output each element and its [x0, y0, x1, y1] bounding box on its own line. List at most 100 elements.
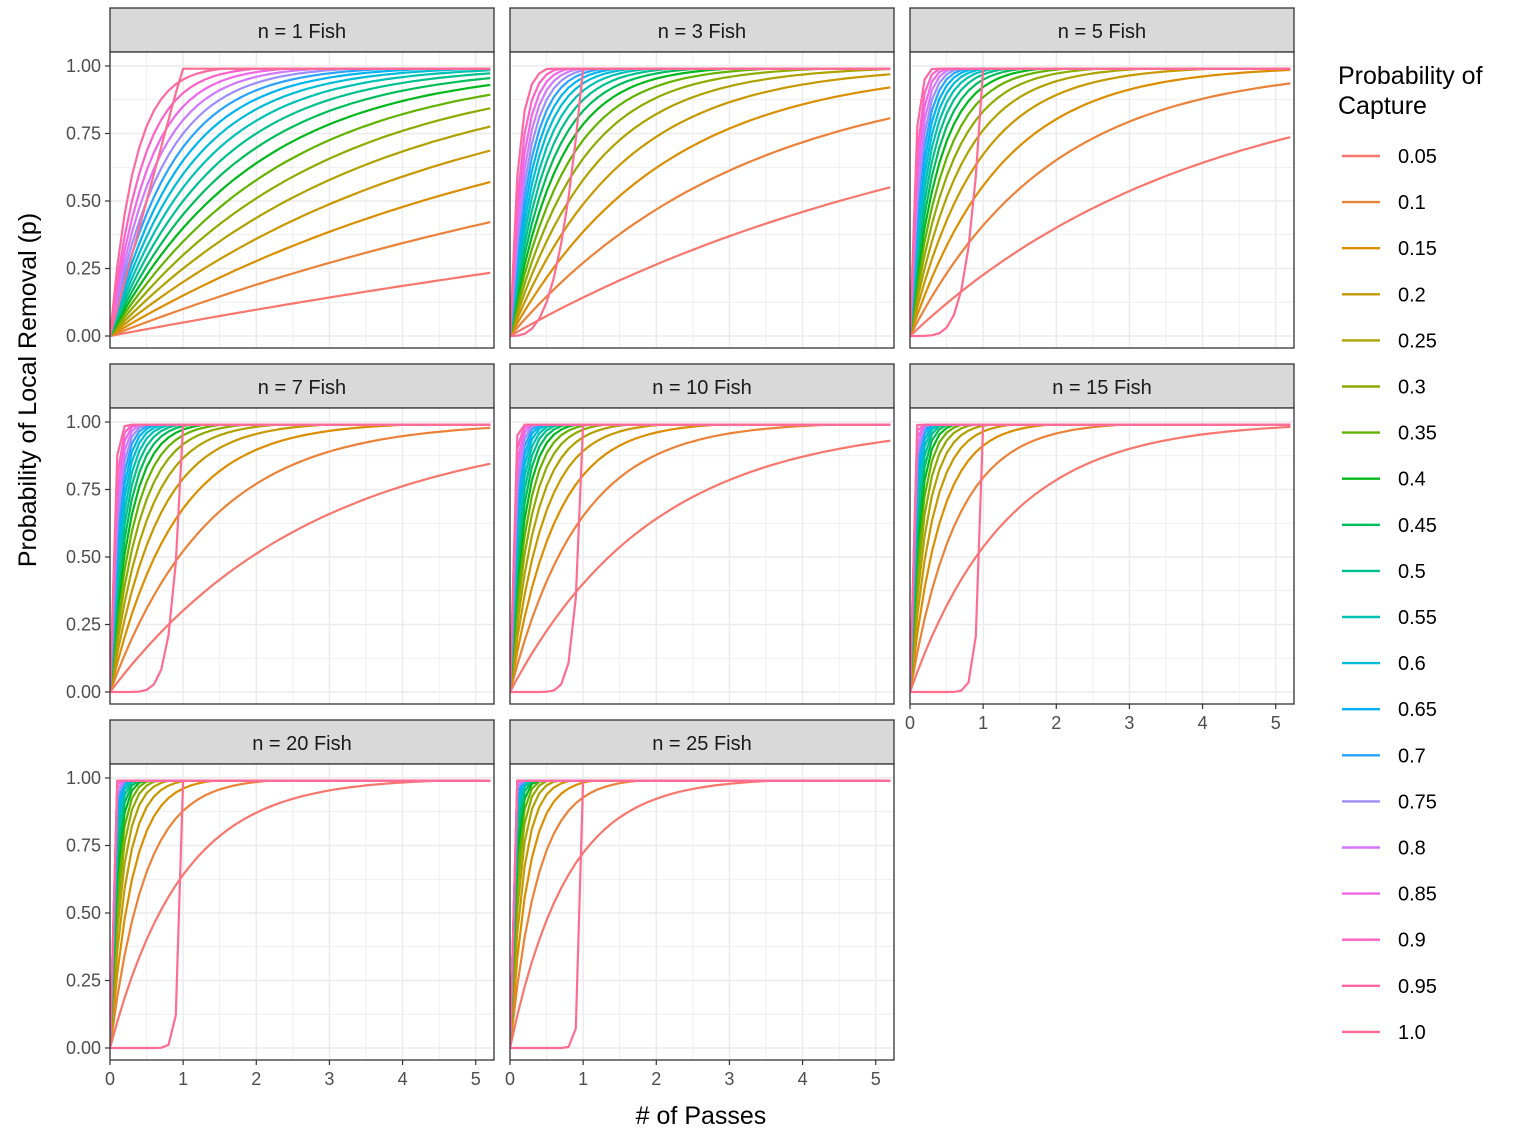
legend-label: 0.85 — [1398, 884, 1437, 906]
facet-panel: n = 25 Fish 0 1 2 3 4 5 — [505, 719, 895, 1089]
series-line — [910, 82, 1291, 337]
panel-border — [109, 763, 495, 1061]
series-line — [110, 149, 491, 337]
series-lines — [110, 779, 491, 1050]
series-lines — [910, 67, 1291, 338]
legend-label: 0.9 — [1398, 930, 1426, 952]
series-line — [110, 779, 491, 1050]
legend-label: 0.4 — [1398, 469, 1426, 491]
y-tick-label: 0.75 — [66, 480, 101, 500]
panel-border — [509, 763, 895, 1061]
y-axis-label: Probability of Local Removal (p) — [14, 213, 42, 567]
plot-background — [510, 408, 894, 704]
legend-label: 0.75 — [1398, 791, 1437, 813]
series-line — [910, 136, 1291, 337]
panel-border — [909, 407, 1295, 705]
plot-background — [510, 52, 894, 348]
facet-strip — [509, 719, 895, 765]
facet-title: n = 20 Fish — [252, 733, 352, 755]
x-tick-label: 1 — [978, 713, 988, 733]
y-tick-label: 0.25 — [66, 971, 101, 991]
facet-panel: n = 5 Fish — [909, 7, 1295, 349]
x-tick-label: 5 — [871, 1069, 881, 1089]
x-tick-label: 3 — [724, 1069, 734, 1089]
y-tick-label: 0.75 — [66, 836, 101, 856]
y-tick-label: 0.75 — [66, 124, 101, 144]
legend-label: 0.7 — [1398, 745, 1426, 767]
x-tick-label: 1 — [578, 1069, 588, 1089]
series-line — [110, 83, 491, 337]
series-line — [110, 93, 491, 337]
series-line — [510, 67, 891, 337]
series-line — [510, 439, 891, 693]
x-axis-label: # of Passes — [636, 1102, 767, 1130]
facet-strip — [909, 7, 1295, 53]
x-tick-label: 0 — [505, 1069, 515, 1089]
legend-label: 0.5 — [1398, 561, 1426, 583]
legend-label: 0.2 — [1398, 284, 1426, 306]
y-tick-label: 0.25 — [66, 259, 101, 279]
facet-title: n = 15 Fish — [1052, 377, 1152, 399]
facet-strip — [509, 363, 895, 409]
series-lines — [510, 423, 891, 694]
y-tick-label: 1.00 — [66, 56, 101, 76]
facet-panel: n = 20 Fish 0.00 0.25 0.50 0.75 1.00 0 1 2 3 4 5 — [66, 719, 495, 1089]
series-line — [110, 423, 491, 694]
series-line — [110, 462, 491, 693]
x-tick-label: 5 — [1271, 713, 1281, 733]
legend-label: 1.0 — [1398, 1022, 1426, 1044]
x-tick-label: 5 — [471, 1069, 481, 1089]
facet-title: n = 1 Fish — [258, 21, 346, 43]
x-tick-label: 4 — [798, 1069, 808, 1089]
legend-label: 0.65 — [1398, 699, 1437, 721]
facet-strip — [109, 7, 495, 53]
x-tick-label: 2 — [1051, 713, 1061, 733]
legend-label: 0.45 — [1398, 515, 1437, 537]
series-line — [110, 221, 491, 338]
y-tick-label: 0.50 — [66, 547, 101, 567]
y-tick-label: 0.00 — [66, 682, 101, 702]
y-tick-label: 1.00 — [66, 412, 101, 432]
series-lines — [510, 779, 891, 1050]
x-tick-label: 3 — [1124, 713, 1134, 733]
legend: Probability of Capture 0.05 0.1 0.15 0.2 0.25 0… — [1338, 62, 1483, 1044]
legend-title: Probability of Capture — [1338, 62, 1483, 120]
series-line — [110, 72, 491, 337]
panel-border — [109, 407, 495, 705]
facet-panel: n = 7 Fish 0.00 0.25 0.50 0.75 1.00 — [66, 363, 495, 705]
legend-title-line: Probability of — [1338, 62, 1483, 90]
legend-label: 0.55 — [1398, 607, 1437, 629]
legend-label: 0.1 — [1398, 192, 1426, 214]
facet-strip — [509, 7, 895, 53]
series-line — [510, 67, 891, 338]
series-lines — [110, 67, 491, 338]
plot-background — [110, 764, 494, 1060]
facet-panel: n = 1 Fish 0.00 0.25 0.50 0.75 1.00 — [66, 7, 495, 349]
panel-border — [509, 51, 895, 349]
facet-title: n = 25 Fish — [652, 733, 752, 755]
legend-label: 0.3 — [1398, 377, 1426, 399]
series-line — [510, 73, 891, 337]
series-line — [110, 67, 491, 337]
panel-border — [909, 51, 1295, 349]
series-line — [110, 77, 491, 337]
series-line — [510, 86, 891, 337]
y-tick-label: 0.50 — [66, 903, 101, 923]
facet-title: n = 3 Fish — [658, 21, 746, 43]
facet-strip — [109, 719, 495, 765]
plot-background — [110, 408, 494, 704]
series-line — [910, 67, 1291, 338]
series-line — [110, 180, 491, 337]
facet-panel: n = 15 Fish 0 1 2 3 4 5 — [905, 363, 1295, 733]
x-tick-label: 0 — [905, 713, 915, 733]
y-tick-label: 0.50 — [66, 191, 101, 211]
series-line — [510, 779, 891, 1050]
x-tick-label: 0 — [105, 1069, 115, 1089]
facet-panel: n = 10 Fish — [509, 363, 895, 705]
legend-title-line: Capture — [1338, 92, 1427, 120]
facet-strip — [909, 363, 1295, 409]
panel-border — [509, 407, 895, 705]
x-tick-label: 2 — [251, 1069, 261, 1089]
x-tick-label: 4 — [1198, 713, 1208, 733]
